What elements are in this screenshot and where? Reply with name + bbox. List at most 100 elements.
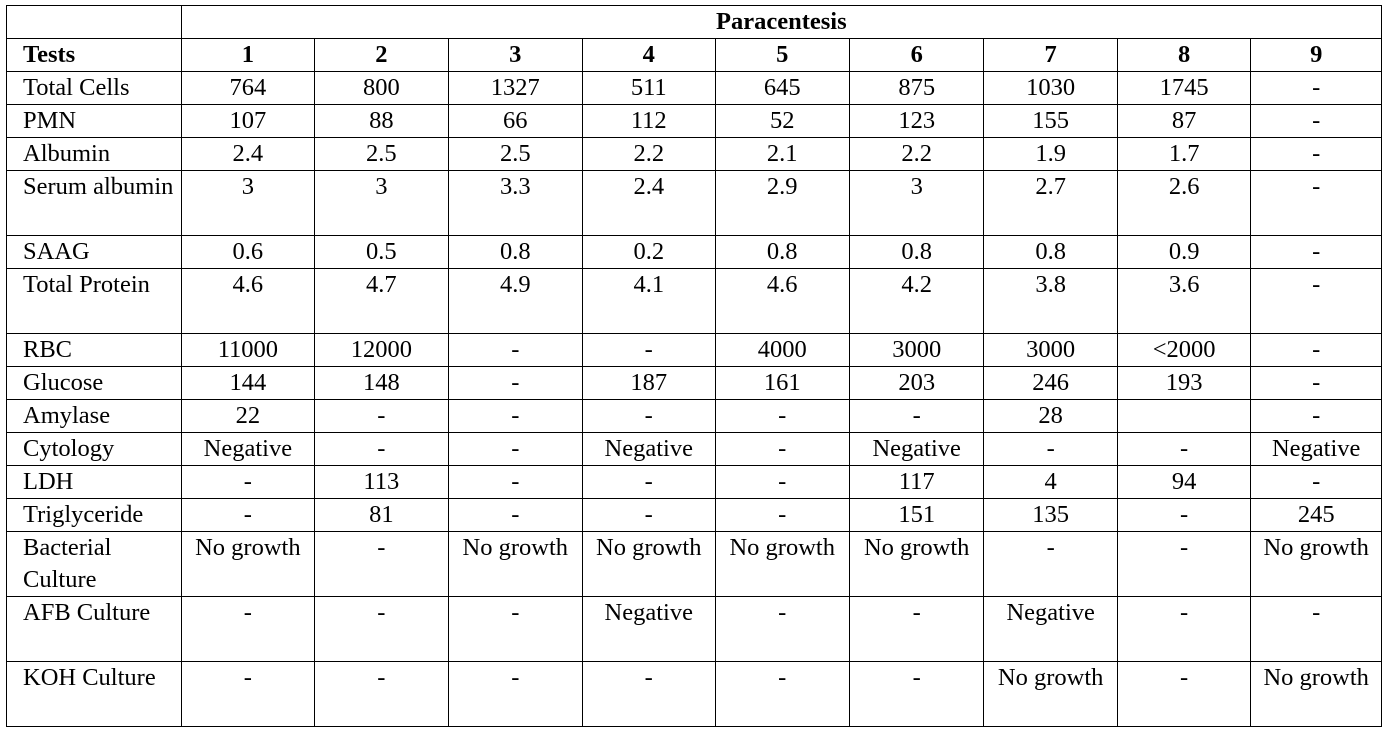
value-cell: 3000: [848, 333, 985, 367]
value-cell: 193: [1116, 366, 1252, 400]
value-cell: 4: [983, 465, 1118, 499]
value-cell: 2.5: [447, 137, 584, 171]
value-cell: -: [582, 465, 716, 499]
value-cell: 246: [983, 366, 1118, 400]
table-row: Total Cells 764 800 1327 511 645 875 1030 1745-: [6, 71, 1382, 105]
test-name-cell: KOH Culture: [6, 661, 182, 727]
value-cell: Negative: [582, 596, 716, 662]
value-cell: -: [180, 498, 316, 532]
super-header-row: Paracentesis: [6, 5, 1383, 39]
value-cell: -: [582, 399, 716, 433]
table-row: Bacterial Culture No growth - No growth No g…: [6, 531, 1382, 597]
table-row: Triglyceride -81- - -151 135-245: [6, 498, 1382, 532]
value-cell: 2.9: [714, 170, 850, 236]
value-cell: -: [447, 333, 584, 367]
test-name-cell: Albumin: [6, 137, 182, 171]
value-cell: 117: [848, 465, 985, 499]
value-cell: 203: [848, 366, 985, 400]
column-header: 7: [983, 38, 1118, 72]
value-cell: 1327: [447, 71, 584, 105]
value-cell: 187: [582, 366, 716, 400]
value-cell: 3.8: [983, 268, 1118, 334]
value-cell: -: [714, 661, 850, 727]
value-cell: -: [180, 465, 316, 499]
value-cell: -: [1250, 366, 1382, 400]
value-cell: 2.4: [582, 170, 716, 236]
value-cell: 88: [314, 104, 449, 138]
value-cell: 112: [582, 104, 716, 138]
tests-header: Tests: [6, 38, 182, 72]
test-name-cell: Serum albumin: [6, 170, 182, 236]
value-cell: -: [848, 661, 985, 727]
value-cell: -: [582, 661, 716, 727]
table-row: LDH -113- - -117 4 94-: [6, 465, 1382, 499]
value-cell: -: [314, 399, 449, 433]
value-cell: 1745: [1116, 71, 1252, 105]
value-cell: -: [848, 399, 985, 433]
value-cell: -: [714, 399, 850, 433]
value-cell: No growth: [714, 531, 850, 597]
column-header: 5: [714, 38, 850, 72]
test-name-cell: Total Cells: [6, 71, 182, 105]
value-cell: 4.6: [180, 268, 316, 334]
value-cell: 511: [582, 71, 716, 105]
value-cell: -: [314, 661, 449, 727]
value-cell: -: [582, 498, 716, 532]
value-cell: 66: [447, 104, 584, 138]
column-header: 3: [447, 38, 584, 72]
value-cell: 4.7: [314, 268, 449, 334]
value-cell: 113: [314, 465, 449, 499]
value-cell: 1.7: [1116, 137, 1252, 171]
value-cell: -: [447, 596, 584, 662]
value-cell: Negative: [848, 432, 985, 466]
test-name-cell: AFB Culture: [6, 596, 182, 662]
value-cell: -: [447, 465, 584, 499]
value-cell: 155: [983, 104, 1118, 138]
value-cell: -: [1250, 104, 1382, 138]
value-cell: -: [714, 465, 850, 499]
value-cell: No growth: [1250, 661, 1382, 727]
value-cell: -: [180, 661, 316, 727]
value-cell: -: [1250, 399, 1382, 433]
column-header: 4: [582, 38, 716, 72]
value-cell: 107: [180, 104, 316, 138]
value-cell: -: [1250, 333, 1382, 367]
value-cell: -: [1250, 465, 1382, 499]
value-cell: 0.5: [314, 235, 449, 269]
value-cell: -: [582, 333, 716, 367]
test-name-cell: SAAG: [6, 235, 182, 269]
value-cell: No growth: [582, 531, 716, 597]
value-cell: 0.8: [848, 235, 985, 269]
value-cell: 0.6: [180, 235, 316, 269]
value-cell: No growth: [447, 531, 584, 597]
column-header: 9: [1250, 38, 1382, 72]
value-cell: -: [983, 432, 1118, 466]
test-name-cell: Cytology: [6, 432, 182, 466]
value-cell: 81: [314, 498, 449, 532]
column-header-row: Tests 1 2 3 4 5 6 7 8 9: [6, 38, 1382, 72]
value-cell: 28: [983, 399, 1118, 433]
value-cell: 4.2: [848, 268, 985, 334]
value-cell: -: [714, 432, 850, 466]
value-cell: -: [1116, 432, 1252, 466]
column-header: 6: [848, 38, 985, 72]
table-row: Amylase 22- - - - -28-: [6, 399, 1382, 433]
value-cell: 22: [180, 399, 316, 433]
value-cell: <2000: [1116, 333, 1252, 367]
value-cell: 1030: [983, 71, 1118, 105]
value-cell: 0.8: [983, 235, 1118, 269]
value-cell: 0.8: [447, 235, 584, 269]
value-cell: 12000: [314, 333, 449, 367]
value-cell: No growth: [1250, 531, 1382, 597]
value-cell: 1.9: [983, 137, 1118, 171]
value-cell: 3.6: [1116, 268, 1252, 334]
value-cell: 645: [714, 71, 850, 105]
value-cell: 148: [314, 366, 449, 400]
value-cell: -: [314, 432, 449, 466]
value-cell: Negative: [180, 432, 316, 466]
value-cell: -: [714, 498, 850, 532]
value-cell: -: [180, 596, 316, 662]
value-cell: 3000: [983, 333, 1118, 367]
value-cell: -: [1250, 137, 1382, 171]
value-cell: -: [1250, 596, 1382, 662]
